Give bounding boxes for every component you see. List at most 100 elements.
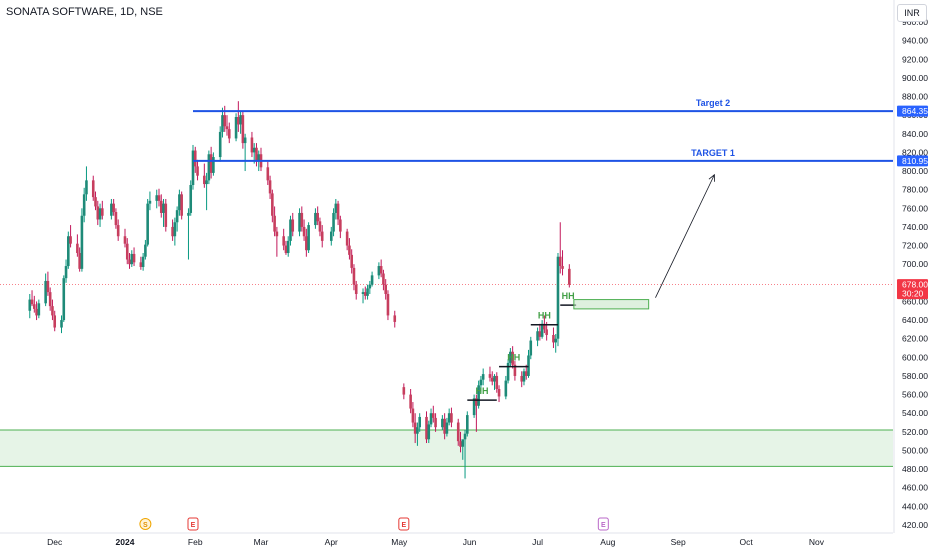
candle-body [332,212,335,232]
candle-body [203,175,206,185]
candle-body [289,219,292,241]
earnings-event-letter: E [401,522,406,529]
candle-body [411,408,415,423]
candle-body [69,236,72,244]
candle-body [552,334,555,343]
candle [155,189,159,209]
candle-body [44,280,47,304]
candle [144,239,147,260]
candle [456,418,460,446]
candle [316,206,319,226]
candle-body [112,203,115,213]
candle [520,371,524,388]
y-tick-label: 420.00 [902,520,928,530]
candle [46,271,50,296]
y-tick-label: 840.00 [902,129,928,139]
candle [350,249,353,274]
candle [157,188,161,207]
candle-body [314,212,317,226]
candle [336,200,340,226]
candle-body [132,253,136,263]
price-label-text: 810.95 [902,156,928,166]
y-tick-label: 440.00 [902,501,928,511]
candle-body [33,304,36,309]
candle-body [171,226,174,237]
candle-body [241,115,245,144]
candle [314,208,317,229]
candle-body [189,185,193,213]
candle-body [490,377,494,382]
chart-title: SONATA SOFTWARE, 1D, NSE [6,6,163,18]
x-tick-label: 2024 [116,537,135,547]
candle-body [429,413,433,425]
candle-body [336,203,340,220]
candle-body [146,203,149,245]
candle-body [352,267,356,285]
candle [62,275,66,322]
candle [513,361,517,381]
candle-body [409,394,412,409]
candle [76,234,79,257]
candle-body [157,195,161,201]
x-tick-label: Oct [740,537,754,547]
candle-body [302,226,306,237]
candle-body [221,115,224,132]
hh-label: HH [507,353,520,363]
y-tick-label: 560.00 [902,390,928,400]
candle-body [28,299,32,311]
candle [339,215,342,239]
candle [386,290,390,321]
candle-body [475,398,478,406]
candle-body [67,236,70,267]
candle [110,198,113,220]
candle-body [316,212,319,222]
candle-body [513,364,517,376]
candle [30,290,34,307]
candle [443,413,446,440]
candle [268,175,272,199]
candle [529,336,533,360]
candles-layer [28,101,571,479]
candle [540,320,544,339]
candle [538,323,542,341]
candle [300,206,304,232]
y-tick-label: 720.00 [902,241,928,251]
candle [382,269,385,291]
price-label-text: 678.00 [902,280,928,290]
candle-body [393,315,397,322]
candle-body [538,331,542,337]
candle-body [377,266,381,276]
candle [94,191,97,211]
candle [291,212,295,237]
candle [82,187,86,223]
currency-button[interactable]: INR [897,4,927,22]
candle [28,293,32,319]
candle [112,198,115,216]
candle-body [255,147,258,162]
candle-body [425,416,428,440]
candle [53,310,57,332]
hh-label: HH [476,386,489,396]
candle-body [284,245,288,254]
candle [173,217,177,246]
candle [481,368,485,386]
price-label-bg [897,279,928,300]
candle-body [64,266,68,279]
candle [509,348,512,367]
candle [273,206,276,237]
x-tick-label: Aug [600,537,615,547]
candle [459,431,462,453]
x-tick-label: Jul [532,537,543,547]
candle-body [178,194,181,211]
candle-body [173,222,177,237]
candle [255,143,258,167]
candle-body [527,355,530,376]
candle-body [35,308,38,316]
candle-body [257,154,261,162]
candle-body [273,215,276,232]
candle [361,288,365,304]
candle [441,415,444,430]
